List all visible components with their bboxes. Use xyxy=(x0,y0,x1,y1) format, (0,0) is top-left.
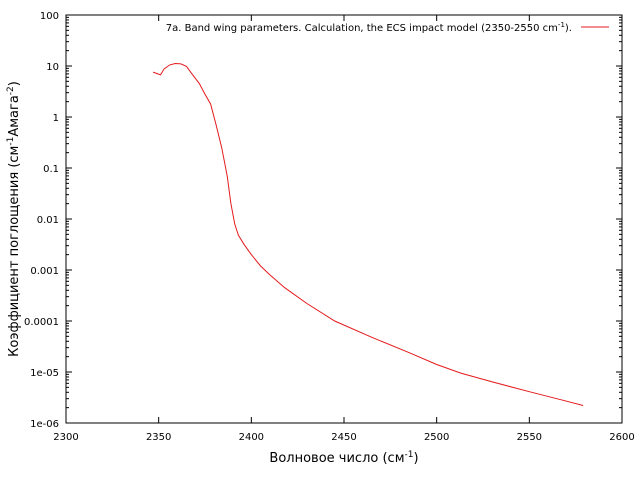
y-axis-title: Коэффициент поглощения (см-1Амага-2) xyxy=(6,81,22,357)
x-axis-title: Волновое число (см-1) xyxy=(269,450,418,466)
series-line-0 xyxy=(152,62,584,406)
x-tick-label: 2350 xyxy=(146,432,171,443)
x-tick-label: 2450 xyxy=(331,432,356,443)
y-tick-label: 0.0001 xyxy=(24,317,59,328)
legend-entry-label: 7a. Band wing parameters. Calculation, t… xyxy=(166,21,572,34)
x-tick-label: 2300 xyxy=(53,432,78,443)
y-tick-label: 0.001 xyxy=(30,266,59,277)
x-tick-label: 2550 xyxy=(517,432,542,443)
x-tick-label: 2500 xyxy=(424,432,449,443)
y-tick-label: 0.01 xyxy=(37,215,59,226)
y-tick-label: 1 xyxy=(53,113,59,124)
y-tick-label: 0.1 xyxy=(43,164,59,175)
y-tick-label: 100 xyxy=(40,11,59,22)
y-axis-ticks: 1e-06 1e-05 0.0001 0.001 0.01 0.1 1 10 100 xyxy=(24,11,622,430)
series-layer xyxy=(152,62,584,406)
x-tick-label: 2400 xyxy=(239,432,264,443)
y-tick-label: 1e-05 xyxy=(30,368,59,379)
y-tick-label: 10 xyxy=(46,62,59,73)
x-axis-ticks: 2300 2350 2400 2450 2500 2550 2600 xyxy=(53,15,635,443)
x-tick-label: 2600 xyxy=(609,432,634,443)
legend: 7a. Band wing parameters. Calculation, t… xyxy=(166,21,609,34)
y-tick-label: 1e-06 xyxy=(30,419,59,430)
